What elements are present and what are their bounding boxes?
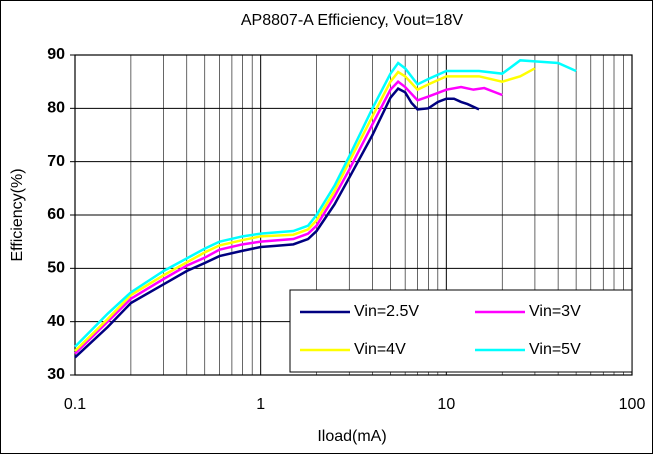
- x-tick-label: 1: [256, 396, 265, 413]
- y-tick-label: 90: [47, 46, 65, 63]
- y-tick-label: 70: [47, 153, 65, 170]
- y-tick-label: 40: [47, 313, 65, 330]
- y-tick-label: 30: [47, 366, 65, 383]
- series-line: [74, 59, 577, 348]
- y-tick-label: 60: [47, 206, 65, 223]
- x-tick-label: 10: [437, 396, 455, 413]
- y-axis-label: Efficiency(%): [9, 168, 26, 261]
- legend: [289, 289, 633, 373]
- x-tick-label: 0.1: [64, 396, 86, 413]
- legend-label: Vin=2.5V: [354, 303, 419, 320]
- legend-label: Vin=3V: [529, 303, 581, 320]
- series-line: [74, 79, 503, 355]
- x-tick-label: 100: [619, 396, 646, 413]
- legend-label: Vin=4V: [354, 341, 406, 358]
- y-tick-label: 80: [47, 100, 65, 117]
- chart-title: AP8807-A Efficiency, Vout=18V: [241, 12, 464, 29]
- x-axis-label: Iload(mA): [317, 428, 386, 445]
- series-line: [74, 67, 536, 352]
- y-tick-label: 50: [47, 260, 65, 277]
- series-line: [74, 87, 480, 359]
- legend-label: Vin=5V: [529, 341, 581, 358]
- plot-border: [74, 54, 633, 376]
